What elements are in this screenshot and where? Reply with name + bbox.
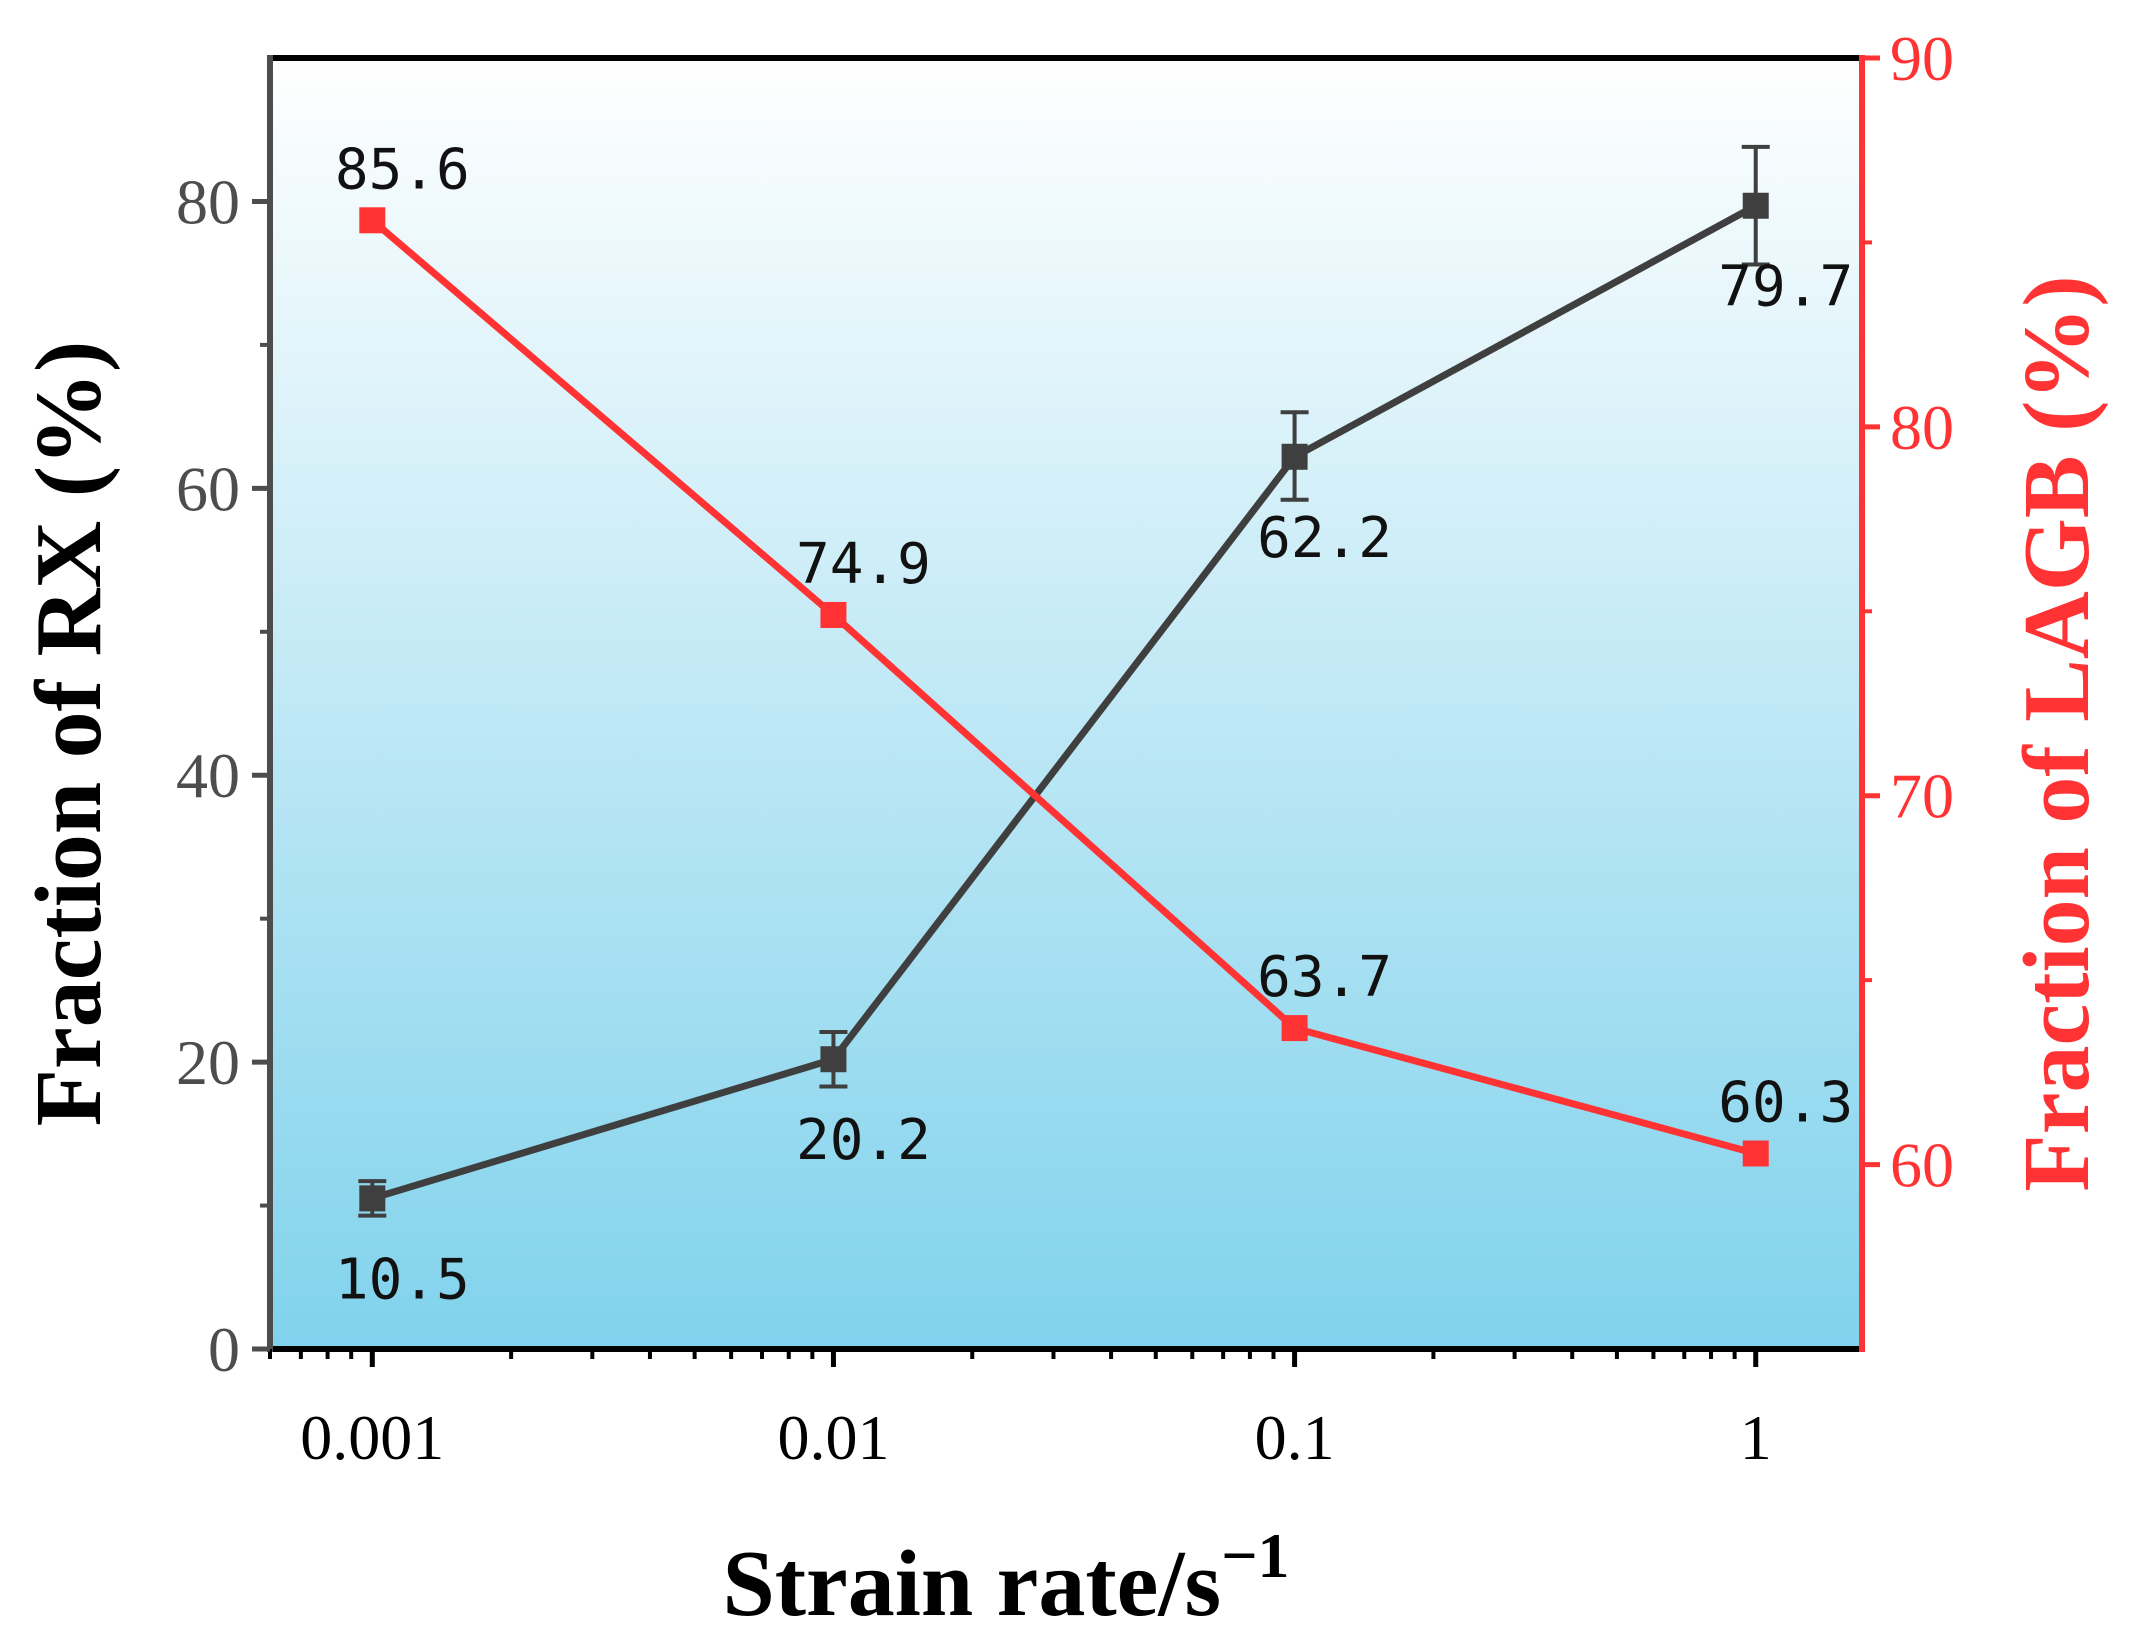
series-line-rx <box>371 202 1758 1202</box>
x-tick-label: 0.1 <box>1255 1402 1335 1473</box>
right-y-tick-label: 90 <box>1890 23 1954 94</box>
x-tick-label: 1 <box>1740 1402 1772 1473</box>
data-point-lagb <box>820 601 847 628</box>
data-label-lagb: 85.6 <box>335 137 470 202</box>
data-point-lagb <box>1281 1015 1308 1042</box>
data-point-rx <box>1281 443 1308 470</box>
right-y-axis-title: Fraction of LAGB (%) <box>2005 275 2109 1191</box>
plot-background <box>270 58 1862 1349</box>
data-point-lagb <box>359 207 386 234</box>
data-label-lagb: 60.3 <box>1718 1071 1853 1136</box>
x-axis-title: Strain rate/s−1 <box>722 1520 1289 1636</box>
left-y-tick-label: 60 <box>176 453 240 524</box>
left-y-axis-title: Fraction of RX (%) <box>17 341 121 1127</box>
data-label-rx: 10.5 <box>335 1247 470 1312</box>
data-label-rx: 20.2 <box>796 1108 931 1173</box>
left-y-tick-label: 0 <box>208 1314 240 1385</box>
data-point-rx <box>1742 192 1769 219</box>
right-y-tick-label: 60 <box>1890 1130 1954 1201</box>
left-y-tick-label: 80 <box>176 166 240 237</box>
left-y-tick-label: 40 <box>176 740 240 811</box>
x-tick-label: 0.01 <box>777 1402 889 1473</box>
right-y-tick-label: 70 <box>1890 761 1954 832</box>
right-y-tick-label: 80 <box>1890 392 1954 463</box>
data-label-rx: 62.2 <box>1257 506 1392 571</box>
x-axis-title-text: Strain rate/s <box>722 1532 1221 1636</box>
data-point-rx <box>820 1046 847 1073</box>
data-label-rx: 79.7 <box>1718 255 1853 320</box>
data-point-rx <box>359 1185 386 1212</box>
series-line-lagb <box>370 217 1757 1157</box>
data-label-lagb: 63.7 <box>1257 945 1392 1010</box>
data-label-lagb: 74.9 <box>796 532 931 597</box>
x-tick-label: 0.001 <box>300 1402 444 1473</box>
data-point-lagb <box>1742 1140 1769 1167</box>
x-axis-title-superscript: −1 <box>1221 1520 1289 1591</box>
left-y-tick-label: 20 <box>176 1027 240 1098</box>
